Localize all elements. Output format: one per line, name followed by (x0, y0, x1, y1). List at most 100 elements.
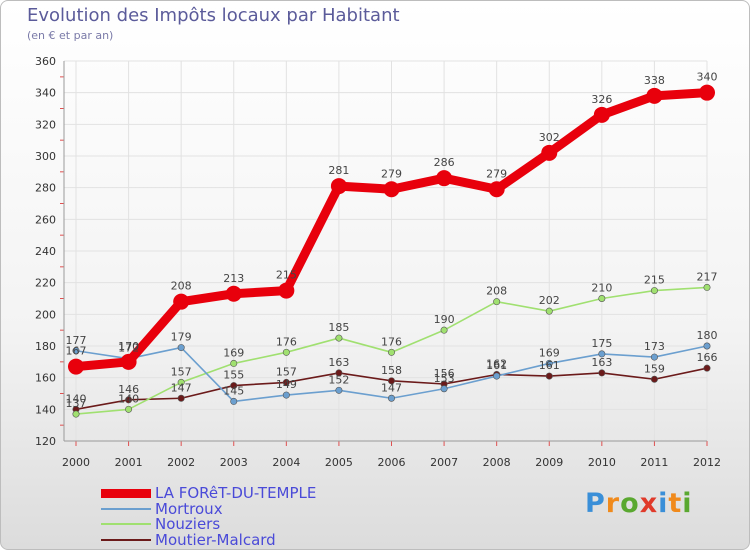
data-label: 170 (118, 340, 139, 353)
x-tick-label: 2004 (272, 456, 300, 469)
data-label: 180 (697, 329, 718, 342)
y-tick-label: 200 (35, 308, 56, 321)
data-label: 162 (486, 358, 507, 371)
data-point (230, 397, 238, 405)
data-label: 163 (591, 356, 612, 369)
x-tick-label: 2005 (325, 456, 353, 469)
data-point (440, 385, 448, 393)
data-label: 137 (66, 397, 87, 410)
data-point (230, 359, 238, 367)
data-label: 161 (486, 359, 507, 372)
data-point (335, 334, 343, 342)
data-point (598, 369, 606, 377)
data-label: 217 (697, 270, 718, 283)
grid (64, 60, 708, 442)
data-point (436, 170, 453, 187)
data-point (282, 378, 290, 386)
legend-item-la-foret-du-temple: LA FORêT-DU-TEMPLE (101, 485, 316, 501)
chart-title: Evolution des Impôts locaux par Habitant (27, 5, 400, 26)
y-tick-label: 180 (35, 340, 56, 353)
data-point (230, 382, 238, 390)
data-point (493, 298, 501, 306)
data-label: 215 (276, 269, 297, 282)
data-point (703, 342, 711, 350)
legend-label: Nouziers (155, 515, 221, 533)
data-point (541, 144, 558, 161)
data-label: 146 (118, 383, 139, 396)
data-label: 190 (434, 313, 455, 326)
data-label: 157 (276, 365, 297, 378)
data-point (225, 285, 242, 302)
legend-swatch (101, 508, 151, 510)
x-tick-label: 2003 (220, 456, 248, 469)
data-label: 169 (539, 346, 560, 359)
series (68, 84, 715, 418)
data-label: 185 (328, 321, 349, 334)
data-label: 155 (223, 369, 244, 382)
legend-item-mortroux: Mortroux (101, 501, 223, 517)
data-point (703, 364, 711, 372)
data-label: 140 (118, 392, 139, 405)
x-tick-label: 2011 (640, 456, 668, 469)
data-point (125, 396, 133, 404)
data-point (598, 294, 606, 302)
x-tick-label: 2000 (62, 456, 90, 469)
data-label: 338 (644, 74, 665, 87)
x-tick-label: 2008 (483, 456, 511, 469)
data-point (330, 178, 347, 195)
data-label: 157 (171, 365, 192, 378)
legend-label: Mortroux (155, 500, 223, 518)
data-label: 210 (591, 282, 612, 295)
data-point (282, 348, 290, 356)
data-point (593, 106, 610, 123)
proxiti-logo: Proxiti (585, 488, 693, 519)
legend-label: Moutier-Malcard (155, 531, 276, 549)
data-label: 169 (223, 346, 244, 359)
legend-swatch (101, 523, 151, 525)
data-point (650, 287, 658, 295)
data-label: 326 (591, 93, 612, 106)
data-label: 177 (66, 334, 87, 347)
data-label: 279 (381, 167, 402, 180)
x-tick-label: 2007 (430, 456, 458, 469)
data-point (335, 386, 343, 394)
logo-letter: x (639, 488, 659, 519)
data-point (650, 375, 658, 383)
data-label: 149 (276, 378, 297, 391)
data-label: 179 (171, 331, 192, 344)
logo-letter: P (585, 488, 606, 519)
legend-swatch (101, 488, 151, 498)
data-label: 140 (66, 392, 87, 405)
logo-letter: i (658, 488, 669, 519)
data-label: 215 (644, 274, 665, 287)
data-label: 279 (486, 167, 507, 180)
y-tick-label: 140 (35, 403, 56, 416)
data-label: 208 (486, 285, 507, 298)
data-point (598, 350, 606, 358)
data-label: 175 (591, 337, 612, 350)
data-point (173, 293, 190, 310)
data-point (440, 326, 448, 334)
logo-letter: t (668, 488, 683, 519)
logo-letter: r (605, 488, 621, 519)
data-point (493, 372, 501, 380)
y-tick-label: 240 (35, 245, 56, 258)
data-label: 172 (118, 342, 139, 355)
data-point (545, 359, 553, 367)
x-tick-label: 2010 (588, 456, 616, 469)
y-tick-label: 160 (35, 372, 56, 385)
data-point (120, 353, 137, 370)
data-point (335, 369, 343, 377)
legend-label: LA FORêT-DU-TEMPLE (155, 484, 317, 502)
data-label: 147 (171, 381, 192, 394)
data-point (177, 378, 185, 386)
data-point (488, 181, 505, 198)
data-point (545, 372, 553, 380)
data-point (387, 377, 395, 385)
data-label: 152 (328, 373, 349, 386)
data-point (177, 394, 185, 402)
data-label: 302 (539, 131, 560, 144)
data-label: 281 (328, 164, 349, 177)
legend-item-moutier-malcard: Moutier-Malcard (101, 532, 276, 548)
